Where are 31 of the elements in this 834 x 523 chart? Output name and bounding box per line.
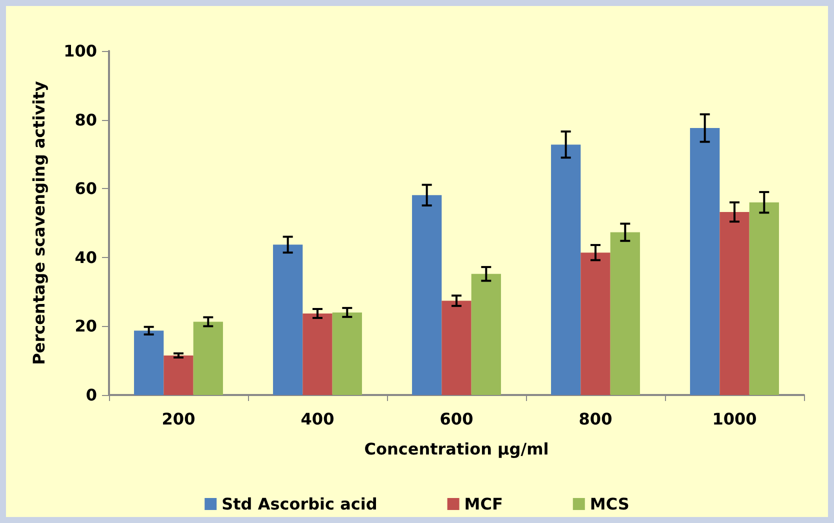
bar [690,128,720,395]
y-tick-label: 60 [74,179,97,198]
x-tick-label: 1000 [712,410,757,428]
y-axis-title: Percentage scavenging activity [30,80,48,365]
bar [164,355,194,395]
x-tick-label: 600 [440,410,474,428]
bar [302,313,332,395]
bar [749,202,779,395]
x-tick-label: 800 [578,410,612,428]
bar [134,330,164,395]
legend-label: MCF [464,494,503,514]
bar [442,300,472,395]
y-tick-label: 40 [74,248,97,267]
y-tick-label: 0 [86,386,97,404]
bar [580,252,610,395]
x-tick-label: 400 [300,410,334,428]
y-tick-label: 80 [74,110,97,130]
legend-label: Std Ascorbic acid [222,494,378,514]
bar [412,195,442,395]
bar [193,322,223,395]
bar [332,312,362,395]
x-axis-title: Concentration µg/ml [364,440,549,458]
bar [273,244,303,395]
legend-label: MCS [590,494,630,514]
bar [551,144,581,395]
bar [471,274,501,395]
x-tick-label: 200 [162,410,196,428]
y-tick-label: 20 [74,316,97,336]
bar [720,212,750,395]
y-tick-label: 100 [64,42,97,60]
bar [610,232,640,395]
